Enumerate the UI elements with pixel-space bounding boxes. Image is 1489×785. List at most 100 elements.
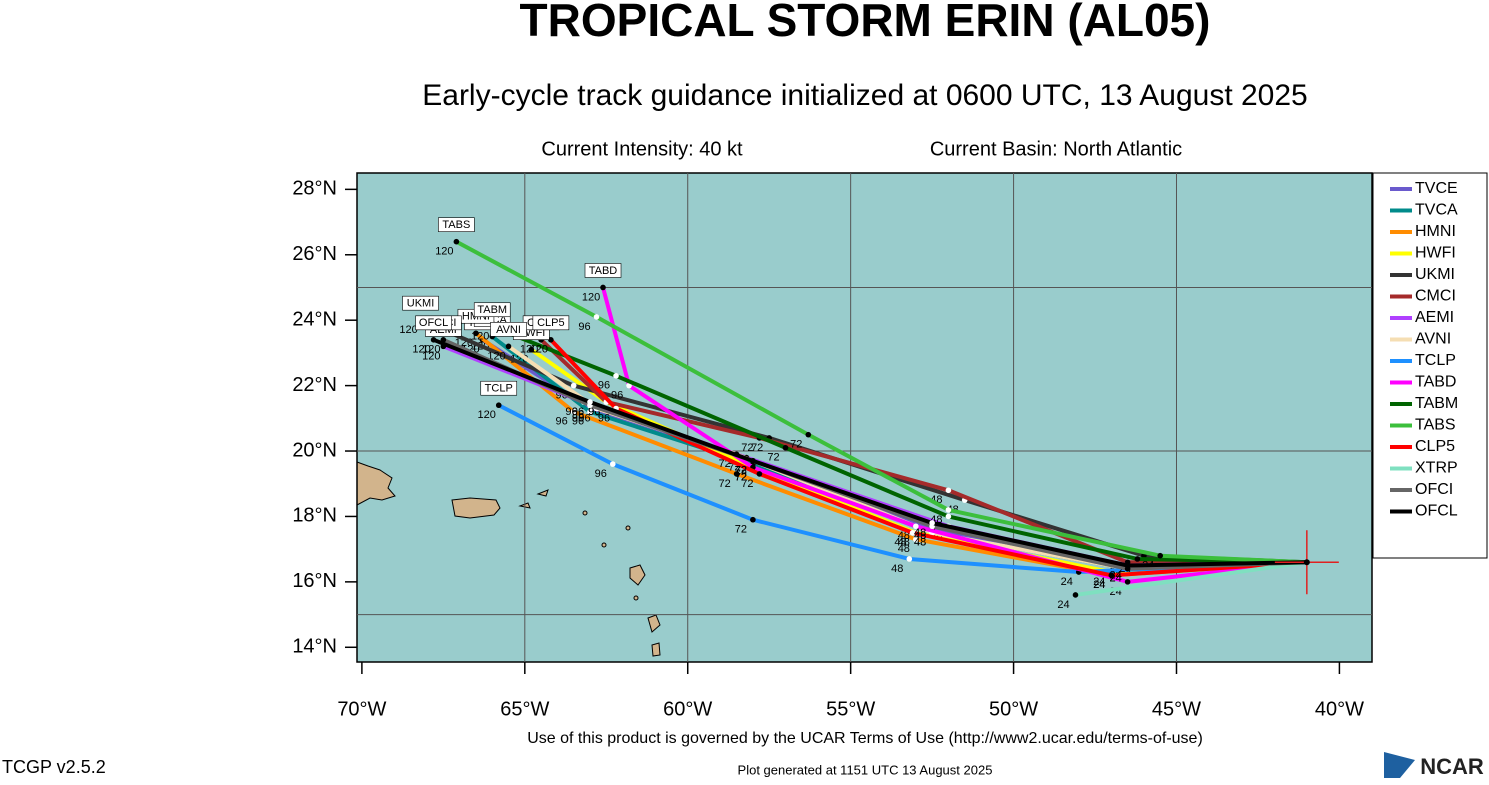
track-point [613,372,619,379]
y-tick-label: 24°N [292,308,337,330]
logo: NCAR [1420,754,1484,779]
hour-label: 72 [735,471,747,483]
label-text: AVNI [496,324,521,336]
hour-label: 48 [898,530,910,542]
label-box [480,380,518,396]
y-tick-label: 16°N [292,570,337,592]
track-point [945,513,952,520]
legend-label: TCLP [1415,352,1456,369]
track-point [756,471,763,477]
legend-label: OFCI [1415,481,1453,498]
hour-label: 24 [1093,579,1105,591]
hour-label: 24 [1109,573,1121,585]
footer: Use of this product is governed by the U… [527,730,1203,747]
track-point [528,346,535,353]
y-tick-label: 20°N [292,439,337,461]
hour-label: 120 [520,344,538,356]
chart-title: TROPICAL STORM ERIN (AL05) [520,0,1211,46]
track-point [1124,579,1131,585]
track-end-label: TCLP [480,380,518,396]
track-end-label: TABD [584,263,622,278]
version: TCGP v2.5.2 [2,757,106,777]
hour-label: 24 [1061,576,1073,588]
track-point [733,471,740,477]
label-text: TCLP [485,383,513,395]
track-point [1134,556,1141,562]
track-end-label: OFCL [415,315,452,331]
hour-label: 48 [914,537,926,549]
track-point [906,556,913,562]
x-tick-label: 40°W [1315,698,1364,720]
hour-label: 120 [422,344,440,356]
hour-label: 120 [422,350,440,362]
track-point [600,284,606,291]
track-end-label: CLP5 [532,315,570,331]
hour-label: 24 [1093,579,1105,591]
annotation: Current Basin: North Atlantic [930,138,1182,160]
hour-label: 120 [399,324,417,336]
hour-label: 96 [572,416,584,428]
track-point [473,330,479,337]
hour-label: 72 [767,452,779,464]
track [601,286,1308,584]
legend-label: UKMI [1415,266,1455,283]
y-tick-label: 28°N [292,178,337,200]
track-point [945,487,952,494]
y-tick-label: 26°N [292,243,337,265]
track-point [593,314,600,320]
x-tick-label: 45°W [1152,698,1201,720]
hour-label: 120 [435,246,453,258]
hour-label: 72 [735,471,747,483]
hour-label: 96 [565,406,577,418]
track [1075,560,1308,597]
hour-label: 72 [735,465,747,477]
track-point [750,516,756,523]
hour-label: 72 [735,465,747,477]
logo-mark [1384,752,1415,778]
ocean [357,173,1372,662]
track [491,324,1307,565]
label-box [402,295,439,311]
track-point [1072,592,1079,598]
hour-label: 96 [598,412,610,424]
legend-box [1372,172,1488,559]
hour-label: 120 [471,331,489,343]
track-point [609,461,616,467]
track-point [570,382,577,389]
track-point [626,382,632,389]
hour-label: 96 [572,409,584,421]
legend-label: HMNI [1415,223,1456,240]
x-tick-label: 65°W [500,698,549,720]
hour-label: 72 [751,442,763,454]
hour-label: 96 [611,390,623,402]
label-box [415,315,452,331]
hour-label: 96 [556,416,568,428]
track-point [430,337,437,343]
hour-label: 96 [578,412,590,424]
legend-label: TABD [1415,374,1456,391]
hour-label: 96 [578,321,590,333]
plot-frame [356,172,1373,663]
label-box [473,302,511,318]
legend-label: HWFI [1415,245,1456,262]
track-point [505,343,512,350]
track-point [453,238,460,245]
label-text: UKMI [407,298,435,310]
track-end-label: UKMI [402,295,439,311]
storm-center [1303,559,1310,566]
hour-label: 48 [898,543,910,555]
track-point [1124,562,1131,569]
chart-subtitle: Early-cycle track guidance initialized a… [422,79,1307,112]
legend-label: TABS [1415,417,1456,434]
x-tick-label: 50°W [989,698,1038,720]
hour-label: 48 [891,563,903,575]
legend-label: TVCE [1415,180,1458,197]
track-point [913,523,919,530]
track-point [782,444,789,451]
track-end-label: TABM [473,302,511,318]
hour-label: 72 [741,442,753,454]
track-point [913,536,919,543]
track [549,338,1307,578]
hour-label: 72 [741,478,753,490]
hour-label: 96 [572,406,584,418]
